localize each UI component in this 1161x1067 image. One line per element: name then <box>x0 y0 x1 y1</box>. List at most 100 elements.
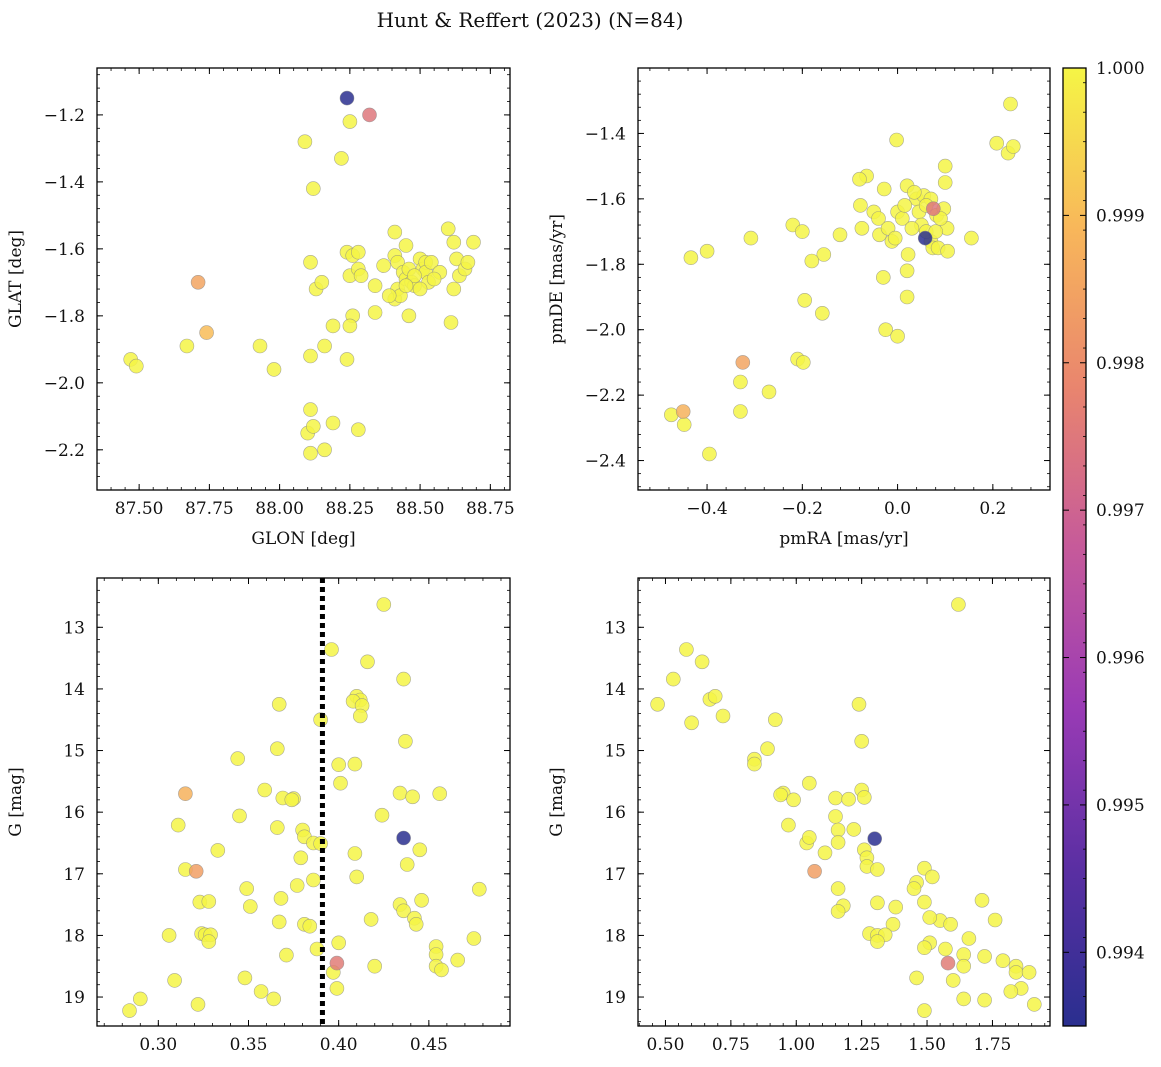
scatter-point <box>446 234 462 250</box>
scatter-point <box>466 931 482 946</box>
scatter-point <box>853 198 868 213</box>
scatter-point <box>702 446 717 462</box>
scatter-point <box>679 642 694 657</box>
scatter-point <box>387 224 403 240</box>
scatter-point <box>676 417 692 432</box>
panel-plx-g: 0.30 0.35 0.40 0.45 13 14 15 16 17 18 19 Plx [mas] G… <box>6 577 511 1067</box>
x-tick-label: 88.00 <box>255 499 304 519</box>
scatter-point <box>707 688 723 704</box>
scatter-point <box>733 374 748 390</box>
scatter-point <box>446 281 462 297</box>
scatter-point <box>405 789 420 805</box>
scatter-point <box>828 790 843 806</box>
scatter-point <box>870 934 885 949</box>
scatter-point <box>443 315 459 330</box>
scatter-point <box>230 751 245 766</box>
scatter-point <box>201 934 217 949</box>
scatter-point <box>297 134 313 149</box>
x-tick-label: 1.00 <box>777 1035 815 1055</box>
scatter-point <box>964 230 979 246</box>
scatter-point <box>887 230 903 246</box>
y-tick-label: −2.2 <box>44 441 85 461</box>
scatter-point <box>317 442 332 458</box>
y-tick-label: −1.4 <box>44 173 85 193</box>
scatter-point <box>350 422 366 438</box>
scatter-point <box>334 151 349 166</box>
x-axis-label: Plx [mas] <box>263 1065 343 1067</box>
axes-frame <box>96 67 511 491</box>
scatter-point <box>289 878 305 893</box>
scatter-point <box>876 181 892 197</box>
scatter-point <box>129 358 144 374</box>
scatter-point <box>933 211 948 226</box>
scatter-point <box>797 292 813 308</box>
scatter-point <box>817 845 833 861</box>
scatter-point <box>122 1003 137 1018</box>
y-tick-label: −1.8 <box>585 255 626 275</box>
scatter-point <box>325 415 341 431</box>
scatter-point <box>794 224 810 239</box>
y-tick-label: 13 <box>63 618 85 638</box>
scatter-point <box>909 970 924 986</box>
scatter-point <box>937 175 953 190</box>
scatter-point <box>399 857 415 872</box>
scatter-point <box>237 970 253 986</box>
scatter-point <box>1003 96 1018 112</box>
panel-glon-glat: 87.50 87.75 88.00 88.25 88.50 88.75 −2.2 −2.0 −1… <box>6 67 515 549</box>
scatter-point <box>350 244 366 260</box>
scatter-point <box>878 322 894 338</box>
scatter-point <box>347 756 363 772</box>
scatter-point <box>760 741 775 757</box>
colorbar: 0.994 0.995 0.996 0.997 0.998 0.999 1.000 <box>1062 59 1145 1027</box>
scatter-point <box>408 916 424 932</box>
scatter-point <box>423 254 439 270</box>
x-tick-label: 88.75 <box>466 499 515 519</box>
scatter-point <box>801 830 817 845</box>
scatter-point <box>814 305 830 321</box>
scatter-point <box>349 869 365 885</box>
scatter-point <box>306 872 321 888</box>
x-tick-label: −0.4 <box>686 499 727 519</box>
scatter-point <box>293 850 309 866</box>
scatter-point <box>331 935 347 951</box>
y-tick-label: −1.6 <box>44 240 85 260</box>
scatter-point <box>252 338 268 354</box>
y-tick-label: −2.0 <box>585 321 626 341</box>
scatter-point <box>266 991 282 1007</box>
colorbar-tick-label: 0.999 <box>1096 206 1145 226</box>
scatter-point <box>133 991 148 1007</box>
y-axis-label: GLAT [deg] <box>6 230 26 328</box>
scatter-point <box>733 404 748 419</box>
scatter-point <box>376 597 392 612</box>
scatter-point <box>870 862 885 877</box>
y-tick-label: 16 <box>604 803 626 823</box>
scatter-point <box>940 243 955 259</box>
y-tick-label: 16 <box>63 803 85 823</box>
scatter-point <box>804 253 820 269</box>
x-tick-label: 0.50 <box>647 1035 685 1055</box>
scatter-point <box>401 308 417 324</box>
scatter-point <box>899 263 915 279</box>
scatter-point <box>352 708 368 724</box>
scatter-point <box>271 696 287 712</box>
scatter-point <box>303 445 318 461</box>
scatter-point <box>1008 965 1024 980</box>
y-tick-label: 15 <box>63 742 85 762</box>
scatter-point <box>324 642 339 657</box>
scatter-point <box>743 230 759 246</box>
x-tick-label: 0.0 <box>884 499 911 519</box>
scatter-point <box>450 952 466 968</box>
x-tick-label: 0.35 <box>230 1035 268 1055</box>
scatter-point <box>699 243 715 259</box>
scatter-point <box>303 402 318 417</box>
x-tick-label: 1.50 <box>908 1035 946 1055</box>
scatter-point <box>830 822 846 838</box>
x-axis-label: pmRA [mas/yr] <box>779 529 908 549</box>
scatter-point <box>889 132 904 148</box>
scatter-point <box>367 305 383 320</box>
colorbar-tick-label: 0.994 <box>1096 943 1145 963</box>
scatter-point <box>773 787 788 803</box>
scatter-point <box>856 790 872 805</box>
scatter-point <box>928 224 944 239</box>
scatter-point <box>170 817 186 833</box>
